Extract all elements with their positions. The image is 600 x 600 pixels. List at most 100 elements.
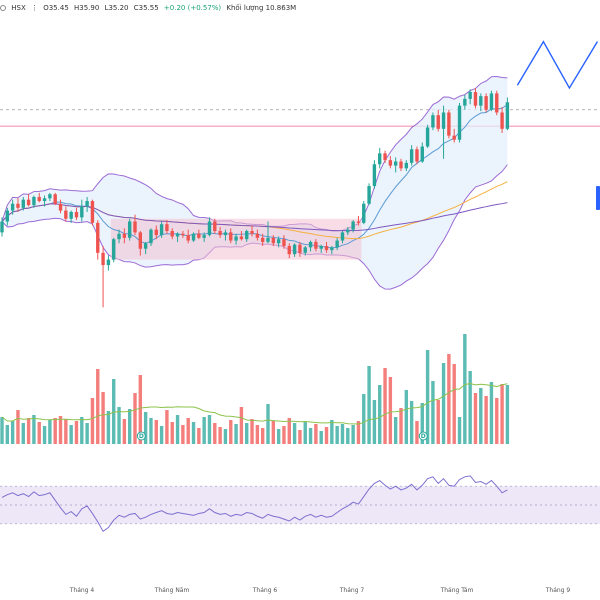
- candle: [191, 233, 196, 241]
- volume-bar: [500, 384, 504, 444]
- volume-bar: [58, 416, 63, 444]
- candle: [58, 203, 63, 211]
- volume-bar: [303, 422, 307, 444]
- volume-bar: [330, 420, 334, 444]
- candle: [186, 235, 190, 241]
- candle: [409, 149, 414, 163]
- volume-bar: [53, 418, 57, 444]
- volume-bar: [191, 422, 196, 444]
- volume-bar: [32, 415, 36, 444]
- volume-bar: [90, 398, 95, 444]
- volume-bar: [175, 415, 180, 444]
- volume-bar: [245, 423, 249, 444]
- candle: [356, 221, 361, 223]
- candle: [271, 237, 276, 244]
- candle: [463, 98, 467, 106]
- volume-bar: [159, 426, 164, 444]
- candle: [10, 203, 15, 211]
- volume-bar: [197, 428, 201, 444]
- volume-bar: [42, 426, 47, 444]
- candle: [143, 243, 148, 249]
- volume-bar: [213, 423, 217, 444]
- volume-bar: [122, 419, 127, 444]
- volume-bar: [393, 417, 398, 444]
- candle: [96, 222, 100, 253]
- volume-bar: [282, 426, 286, 444]
- volume-bar: [5, 425, 10, 444]
- eye-icon[interactable]: [0, 5, 6, 11]
- candle: [154, 229, 158, 236]
- volume-bar: [170, 422, 174, 444]
- volume-bar: [298, 430, 302, 444]
- volume-bar: [340, 424, 345, 444]
- volume-bar: [378, 385, 382, 444]
- candle: [170, 231, 174, 237]
- candle: [112, 239, 116, 260]
- candle: [202, 235, 206, 238]
- volume-bar: [106, 411, 111, 444]
- volume-bar: [399, 408, 403, 444]
- candle: [197, 233, 201, 238]
- menu-dots-icon[interactable]: ⋮: [30, 4, 38, 12]
- volume-bar: [101, 392, 105, 444]
- candle: [324, 246, 329, 251]
- volume-bar: [409, 401, 414, 444]
- volume-bar: [26, 418, 31, 444]
- volume-bar: [154, 420, 158, 444]
- volume-bar: [234, 424, 238, 444]
- candle: [106, 259, 111, 266]
- volume-bar: [229, 420, 233, 444]
- candle: [452, 135, 456, 140]
- volume-bar: [420, 403, 424, 444]
- candle: [42, 198, 47, 202]
- candle: [351, 221, 355, 230]
- dividend-badge: D: [136, 431, 146, 441]
- candle: [399, 161, 403, 169]
- time-axis-label: Tháng Tám: [440, 587, 474, 594]
- candle: [32, 196, 36, 206]
- volume-bar: [207, 415, 212, 444]
- volume-bar: [80, 417, 84, 444]
- volume-bar: [468, 371, 472, 444]
- candle: [287, 246, 291, 255]
- volume-bar: [165, 410, 169, 444]
- volume-bar: [431, 381, 435, 444]
- volume-bar: [308, 428, 313, 444]
- candle: [48, 194, 52, 199]
- candle: [335, 240, 339, 248]
- candle: [80, 206, 84, 218]
- candle: [53, 194, 57, 204]
- volume-bar: [255, 425, 260, 444]
- candle: [495, 93, 499, 113]
- volume-bar: [21, 423, 25, 444]
- candle: [425, 127, 430, 147]
- dividend-badge-circle: [136, 431, 146, 441]
- candle: [69, 211, 73, 219]
- candle: [303, 247, 307, 253]
- candle: [213, 221, 217, 232]
- volume-bar: [69, 425, 73, 444]
- volume-bar: [463, 334, 467, 444]
- candle: [436, 115, 440, 129]
- volume-bar: [324, 427, 329, 444]
- candle: [234, 236, 238, 241]
- volume-bar: [479, 388, 483, 444]
- dividend-badge-circle: [418, 431, 428, 441]
- candle: [393, 161, 398, 166]
- time-axis-label: Tháng 9: [545, 587, 571, 594]
- candle: [117, 233, 121, 240]
- volume-bar: [505, 385, 510, 444]
- volume-bar: [37, 422, 41, 444]
- volume-bar: [425, 350, 430, 444]
- time-axis-label: Tháng 7: [339, 587, 365, 594]
- volume-bar: [85, 423, 89, 444]
- volume-bar: [447, 354, 451, 444]
- right-scroll-handle[interactable]: [596, 186, 600, 210]
- candle: [314, 241, 318, 249]
- candle: [457, 105, 462, 140]
- volume-bar: [218, 427, 222, 444]
- volume-bar: [441, 363, 446, 444]
- dividend-badge-label: D: [139, 433, 144, 440]
- candle: [175, 233, 180, 237]
